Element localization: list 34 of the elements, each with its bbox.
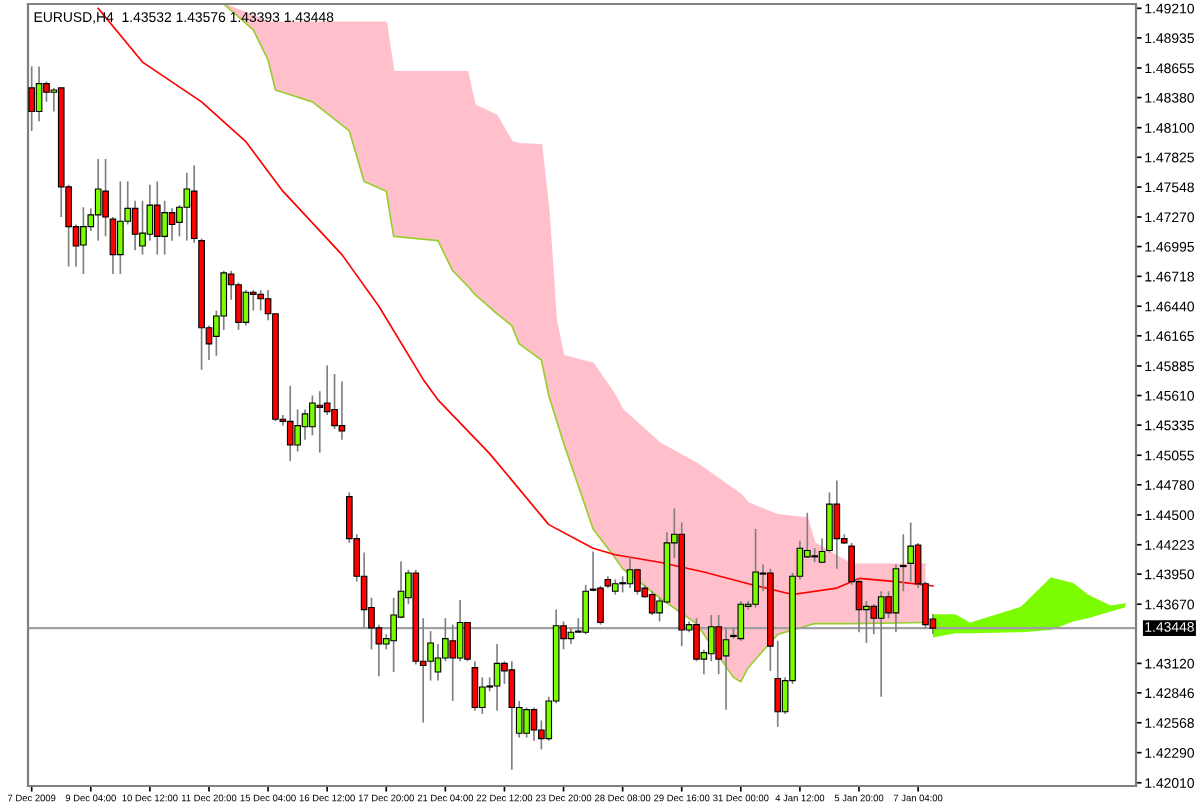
candlestick: [833, 479, 841, 570]
candlestick: [316, 390, 324, 454]
candlestick: [877, 590, 885, 698]
candlestick: [811, 547, 819, 564]
candlestick: [117, 180, 124, 275]
candlestick: [648, 590, 656, 616]
candlestick: [752, 528, 759, 609]
candlestick: [80, 206, 87, 275]
candlestick: [301, 408, 309, 441]
candlestick: [582, 584, 590, 636]
candlestick: [737, 600, 745, 642]
candlestick: [508, 660, 516, 771]
candlestick: [286, 385, 294, 462]
candlestick: [626, 556, 634, 589]
candlestick: [242, 289, 250, 327]
candlestick: [183, 172, 191, 242]
candlestick: [153, 180, 161, 256]
candlestick: [94, 158, 102, 242]
candlestick: [471, 660, 479, 712]
candlestick: [35, 65, 43, 123]
candlestick: [390, 596, 397, 673]
candlestick: [523, 706, 530, 739]
candlestick: [168, 207, 176, 242]
candlestick: [530, 706, 538, 742]
candlestick: [161, 200, 168, 256]
candlestick: [257, 289, 265, 312]
candlestick: [907, 521, 915, 583]
candlestick: [338, 380, 346, 441]
candlestick: [434, 643, 442, 682]
candlestick: [449, 623, 457, 702]
candlestick: [870, 603, 878, 636]
candlestick: [493, 643, 501, 712]
candlestick: [294, 408, 301, 453]
candlestick: [722, 627, 730, 711]
